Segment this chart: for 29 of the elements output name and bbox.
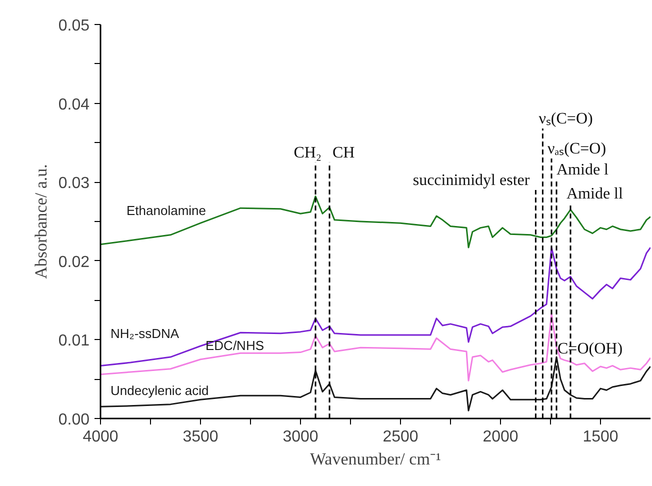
x-tick-label: 4000 xyxy=(82,428,118,446)
annotation: νₐₛ(C=O) xyxy=(548,140,606,158)
x-tick-label: 2500 xyxy=(382,428,418,446)
series-label: Undecylenic acid xyxy=(110,383,209,398)
series-label: EDC/NHS xyxy=(206,338,264,353)
y-tick-label: 0.00 xyxy=(58,412,90,428)
annotation: CH₂ xyxy=(294,144,322,162)
annotation: Amide ll xyxy=(566,185,624,202)
y-tick-label: 0.02 xyxy=(58,254,90,271)
x-tick-label: 3000 xyxy=(282,428,318,446)
annotation: succinimidyl ester xyxy=(412,172,530,189)
x-axis-title: Wavenumber/ cm⁻¹ xyxy=(310,450,442,468)
y-axis-title: Absorbance/ a.u. xyxy=(31,164,50,279)
x-tick-label: 3500 xyxy=(182,428,218,446)
y-tick-label: 0.03 xyxy=(58,175,90,192)
x-tick-label: 1500 xyxy=(582,428,618,446)
line-series xyxy=(100,312,650,382)
series-label: NH₂-ssDNA xyxy=(110,326,180,341)
line-series xyxy=(100,246,650,366)
annotation: Amide l xyxy=(556,162,610,179)
y-tick-label: 0.01 xyxy=(58,332,90,350)
x-tick-label: 2000 xyxy=(482,428,518,446)
series-label: Ethanolamine xyxy=(126,203,206,218)
annotation: CH xyxy=(332,144,356,162)
y-tick-label: 0.05 xyxy=(58,18,90,34)
annotation: C=O(OH) xyxy=(558,340,623,358)
y-tick-label: 0.04 xyxy=(58,96,90,114)
line-series xyxy=(100,356,650,412)
annotation: νₛ(C=O) xyxy=(538,110,593,128)
